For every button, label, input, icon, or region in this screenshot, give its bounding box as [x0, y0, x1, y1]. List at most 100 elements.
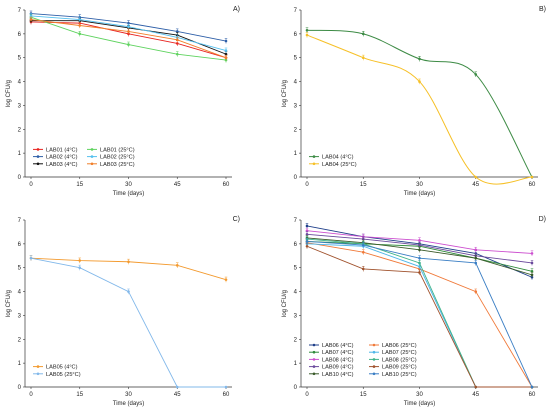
legend-item: LAB01 (25°C) — [87, 147, 135, 153]
legend-label: LAB05 (4°C) — [46, 365, 78, 371]
x-tick-label: 45 — [472, 182, 479, 188]
legend-label: LAB01 (25°C) — [100, 147, 135, 153]
series-10 — [305, 238, 534, 389]
legend-marker — [312, 372, 316, 376]
legend-item: LAB07 (25°C) — [369, 350, 417, 356]
x-tick-label: 30 — [416, 392, 423, 398]
data-point — [305, 240, 309, 243]
x-axis-title: Time (days) — [404, 401, 435, 407]
data-point — [361, 243, 365, 247]
legend-marker — [36, 372, 40, 376]
series-5 — [305, 235, 534, 278]
data-point — [418, 238, 421, 242]
legend-label: LAB03 (25°C) — [100, 162, 135, 168]
legend-label: LAB05 (25°C) — [46, 372, 81, 378]
data-point — [78, 32, 82, 36]
y-tick-label: 6 — [18, 242, 22, 248]
data-point — [175, 264, 179, 267]
data-point — [224, 56, 228, 60]
legend-marker — [372, 358, 376, 361]
legend-label: LAB06 (25°C) — [382, 343, 417, 349]
data-point — [224, 52, 228, 56]
data-point — [305, 28, 309, 32]
data-point — [418, 265, 421, 268]
data-point — [474, 73, 478, 76]
data-point — [361, 267, 365, 271]
x-tick-label: 60 — [529, 182, 536, 188]
legend-marker — [312, 155, 316, 158]
data-point — [224, 49, 228, 52]
legend-marker — [312, 343, 316, 347]
y-tick-label: 7 — [18, 218, 22, 224]
data-point — [127, 25, 130, 29]
legend-marker — [36, 162, 40, 166]
legend-label: LAB04 (25°C) — [322, 162, 357, 168]
y-tick-label: 3 — [294, 313, 298, 319]
data-point — [418, 80, 421, 83]
data-point — [224, 278, 228, 281]
legend-marker — [372, 343, 376, 347]
y-axis-title: log CFU/g — [282, 80, 288, 107]
data-point — [474, 261, 478, 265]
legend-item: LAB07 (4°C) — [309, 350, 354, 356]
data-point — [418, 271, 421, 274]
data-point — [127, 43, 130, 46]
series-2 — [29, 10, 228, 44]
legend-item: LAB08 (25°C) — [369, 357, 417, 363]
legend-label: LAB04 (4°C) — [322, 155, 354, 161]
legend-marker — [312, 162, 316, 166]
data-point — [175, 385, 179, 389]
legend-label: LAB08 (25°C) — [382, 357, 417, 363]
legend-label: LAB06 (4°C) — [322, 343, 354, 349]
series-5 — [29, 13, 228, 54]
legend-label: LAB08 (4°C) — [322, 357, 354, 363]
data-point — [361, 237, 365, 241]
y-tick-label: 5 — [18, 56, 22, 62]
data-point — [305, 233, 309, 236]
y-tick-label: 6 — [294, 242, 298, 248]
legend-item: LAB03 (4°C) — [33, 162, 78, 168]
legend-label: LAB09 (25°C) — [382, 365, 417, 371]
y-axis-title: log CFU/g — [6, 290, 12, 317]
y-axis-title: log CFU/g — [282, 290, 288, 317]
legend-marker — [372, 350, 376, 354]
y-tick-label: 2 — [18, 337, 22, 343]
y-tick-label: 7 — [18, 8, 22, 14]
series-6 — [29, 16, 228, 61]
data-point — [175, 52, 179, 56]
x-tick-label: 15 — [76, 392, 83, 398]
legend-marker — [90, 155, 94, 158]
y-tick-label: 2 — [294, 337, 298, 343]
legend-item: LAB06 (4°C) — [309, 343, 354, 349]
y-tick-label: 1 — [294, 151, 298, 157]
y-tick-label: 0 — [18, 175, 22, 181]
data-point — [474, 248, 478, 252]
y-tick-label: 5 — [18, 266, 22, 272]
x-tick-label: 60 — [529, 392, 536, 398]
legend-marker — [372, 365, 376, 368]
y-tick-label: 3 — [294, 103, 298, 109]
data-point — [530, 261, 534, 265]
series-line — [306, 29, 533, 178]
y-tick-label: 1 — [18, 151, 22, 157]
data-point — [530, 273, 534, 277]
panel-label: B) — [539, 6, 546, 13]
y-tick-label: 1 — [294, 361, 298, 367]
x-tick-label: 0 — [29, 182, 33, 188]
x-tick-label: 15 — [76, 182, 83, 188]
data-point — [175, 38, 179, 42]
x-axis-title: Time (days) — [113, 401, 144, 407]
data-point — [305, 229, 309, 233]
legend-marker — [90, 162, 94, 166]
series-9 — [305, 243, 534, 389]
legend-label: LAB03 (4°C) — [46, 162, 78, 168]
legend-label: LAB07 (4°C) — [322, 350, 354, 356]
y-tick-label: 6 — [294, 32, 298, 38]
data-point — [29, 18, 33, 21]
legend-item: LAB09 (4°C) — [309, 365, 354, 371]
x-axis-title: Time (days) — [404, 191, 435, 197]
data-point — [127, 260, 130, 264]
data-point — [530, 385, 534, 389]
